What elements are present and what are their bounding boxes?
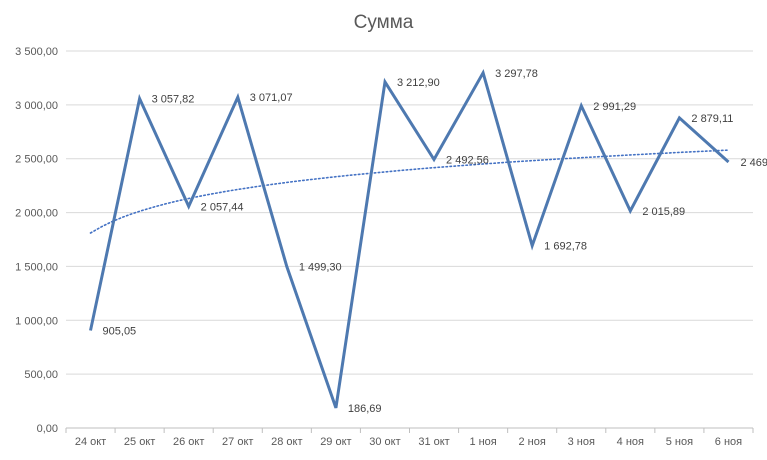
x-tick-label: 27 окт	[222, 436, 253, 448]
data-label: 3 071,07	[250, 92, 293, 104]
x-tick-label: 4 ноя	[617, 436, 644, 448]
x-tick-label: 30 окт	[369, 436, 400, 448]
data-label: 2 991,29	[593, 101, 636, 113]
x-tick-label: 29 окт	[320, 436, 351, 448]
data-point[interactable]	[724, 158, 732, 166]
data-point[interactable]	[185, 202, 193, 210]
data-label: 905,05	[103, 326, 137, 338]
data-label: 2 469,94	[740, 157, 767, 169]
chart-title: Сумма	[353, 12, 414, 33]
x-tick-label: 6 ноя	[715, 436, 742, 448]
y-tick-label: 3 500,00	[15, 46, 58, 58]
y-tick-label: 1 000,00	[15, 315, 58, 327]
series-line	[89, 68, 730, 409]
data-point[interactable]	[675, 114, 683, 122]
data-label: 186,69	[348, 403, 382, 415]
x-tick-label: 3 ноя	[568, 436, 595, 448]
x-tick-label: 28 окт	[271, 436, 302, 448]
data-label: 1 692,78	[544, 241, 587, 253]
data-point[interactable]	[136, 95, 144, 103]
x-tick-label: 1 ноя	[469, 436, 496, 448]
data-point[interactable]	[87, 327, 95, 335]
data-label: 1 499,30	[299, 262, 342, 274]
data-label: 3 297,78	[495, 68, 538, 80]
data-point[interactable]	[577, 102, 585, 110]
y-tick-label: 2 000,00	[15, 208, 58, 220]
x-tick-label: 25 окт	[124, 436, 155, 448]
data-point[interactable]	[332, 404, 340, 412]
data-label: 3 057,82	[152, 94, 195, 106]
x-tick-label: 31 окт	[418, 436, 449, 448]
data-point[interactable]	[234, 93, 242, 101]
y-tick-label: 1 500,00	[15, 261, 58, 273]
data-label: 2 015,89	[642, 206, 685, 218]
y-tick-label: 0,00	[37, 423, 58, 435]
trendline	[89, 149, 730, 234]
data-label: 2 492,56	[446, 155, 489, 167]
data-point[interactable]	[479, 69, 487, 77]
x-tick-label: 5 ноя	[666, 436, 693, 448]
y-tick-label: 3 000,00	[15, 100, 58, 112]
data-label: 2 057,44	[201, 201, 244, 213]
x-tick-label: 26 окт	[173, 436, 204, 448]
x-tick-label: 24 окт	[75, 436, 106, 448]
y-tick-label: 500,00	[24, 369, 58, 381]
data-point[interactable]	[283, 263, 291, 271]
data-point[interactable]	[626, 207, 634, 215]
data-point[interactable]	[528, 242, 536, 250]
data-label: 3 212,90	[397, 77, 440, 89]
data-point[interactable]	[430, 156, 438, 164]
x-tick-label: 2 ноя	[519, 436, 546, 448]
y-tick-label: 2 500,00	[15, 154, 58, 166]
data-point[interactable]	[381, 78, 389, 86]
data-label: 2 879,11	[691, 113, 733, 125]
